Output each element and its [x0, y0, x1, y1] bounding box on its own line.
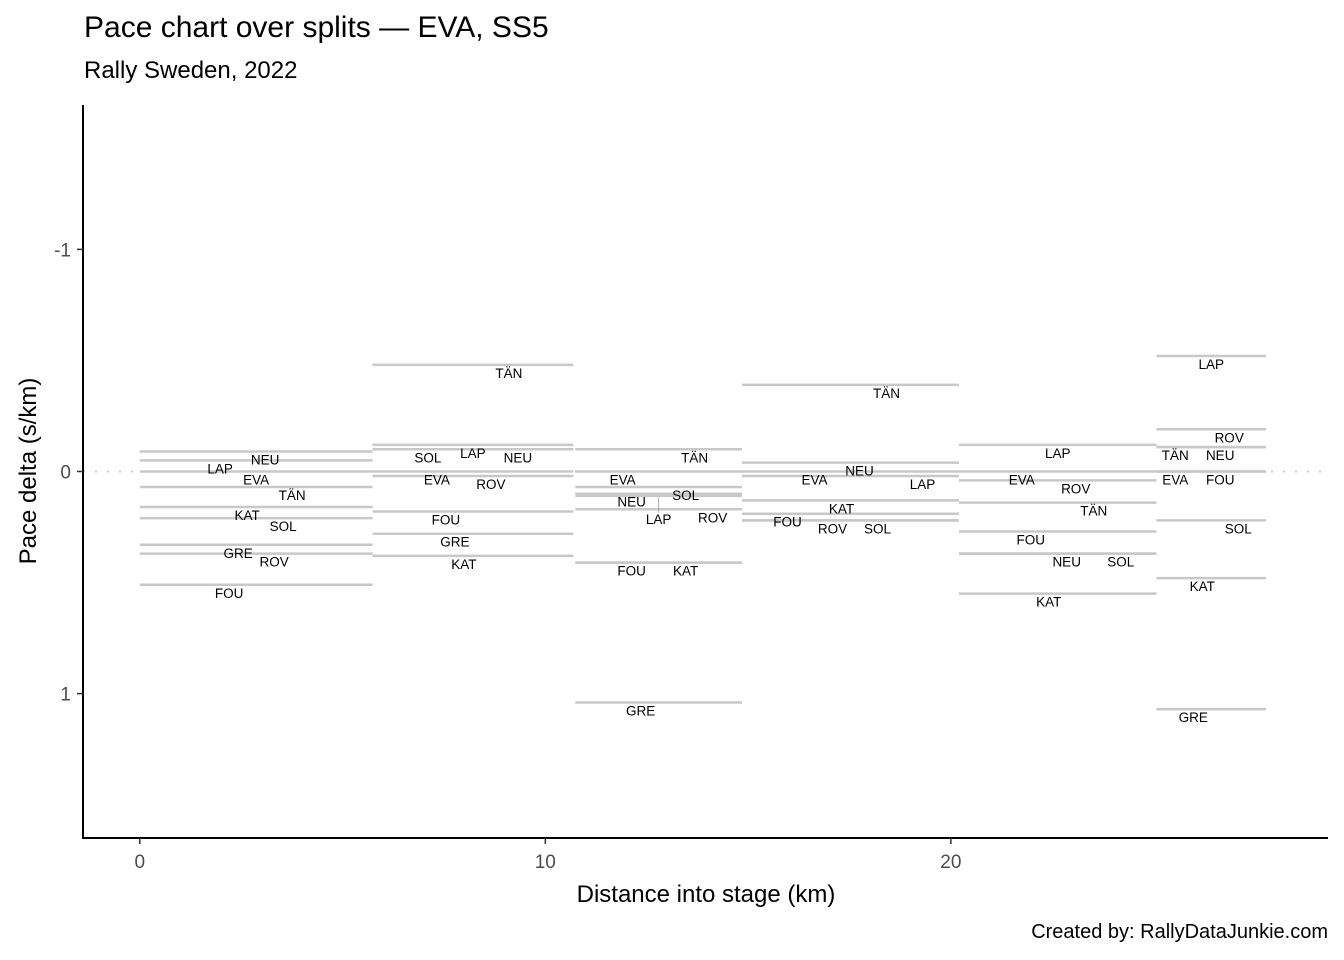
ticks-layer: 0 10 20 -1 0 1 — [54, 240, 961, 873]
segment-label: SOL — [672, 488, 700, 503]
segment-label: NEU — [1206, 448, 1235, 463]
segment-label: NEU — [617, 495, 646, 510]
segment-label: KAT — [1036, 595, 1061, 610]
segment-label: SOL — [1225, 521, 1253, 536]
segment-label: SOL — [414, 450, 442, 465]
segment-label: FOU — [1016, 532, 1045, 547]
segment-label: ROV — [698, 510, 727, 525]
segment-label: FOU — [773, 515, 802, 530]
x-tick-label: 10 — [535, 852, 556, 873]
segment-label: TÄN — [279, 488, 306, 503]
y-tick-label: -1 — [54, 240, 71, 261]
segment-label: EVA — [424, 473, 450, 488]
segment-label: LAP — [1198, 357, 1224, 372]
segment-label: SOL — [1107, 555, 1135, 570]
segment-label: LAP — [910, 477, 936, 492]
segment-label: LAP — [1045, 446, 1071, 461]
x-tick-label: 20 — [940, 852, 961, 873]
segment-label: FOU — [432, 512, 461, 527]
segment-label: SOL — [270, 519, 298, 534]
segment-label: LAP — [646, 512, 672, 527]
segment-label: ROV — [818, 521, 847, 536]
segments-layer — [139, 354, 1266, 711]
segment-label: EVA — [801, 473, 827, 488]
segment-label: KAT — [451, 557, 476, 572]
segment-label: GRE — [224, 546, 253, 561]
segment-label: ROV — [1215, 430, 1244, 445]
segment-label: KAT — [829, 501, 854, 516]
chart-title: Pace chart over splits — EVA, SS5 — [84, 11, 549, 44]
segment-label: SOL — [864, 521, 892, 536]
segment-label: NEU — [1052, 555, 1081, 570]
segment-label: KAT — [1190, 579, 1215, 594]
y-tick-label: 1 — [60, 685, 71, 706]
y-axis-title: Pace delta (s/km) — [15, 378, 42, 565]
y-tick-label: 0 — [60, 463, 71, 484]
segment-label: EVA — [610, 473, 636, 488]
chart-caption: Created by: RallyDataJunkie.com — [1031, 921, 1328, 943]
segment-label: TÄN — [873, 386, 900, 401]
segment-label: NEU — [251, 453, 280, 468]
segment-label: TÄN — [1080, 504, 1107, 519]
segment-label: KAT — [235, 508, 260, 523]
segment-label: ROV — [1061, 481, 1090, 496]
segment-label: GRE — [626, 704, 655, 719]
segment-label: LAP — [207, 461, 233, 476]
segment-label: NEU — [845, 464, 874, 479]
segment-label: TÄN — [681, 450, 708, 465]
segment-label: EVA — [1009, 473, 1035, 488]
segment-label: KAT — [673, 564, 698, 579]
segment-label: EVA — [243, 473, 269, 488]
segment-label: FOU — [617, 564, 646, 579]
segment-label: GRE — [1179, 710, 1208, 725]
x-axis-title: Distance into stage (km) — [577, 881, 836, 908]
segment-label: FOU — [1206, 473, 1235, 488]
segment-label: GRE — [440, 535, 469, 550]
segment-label: FOU — [215, 586, 244, 601]
segment-label: NEU — [504, 450, 533, 465]
segment-label: EVA — [1162, 473, 1188, 488]
segment-label: ROV — [476, 477, 505, 492]
segment-label: TÄN — [1162, 448, 1189, 463]
x-tick-label: 0 — [134, 852, 145, 873]
segment-label: TÄN — [495, 366, 522, 381]
chart-subtitle: Rally Sweden, 2022 — [84, 57, 298, 84]
segment-label: LAP — [460, 446, 486, 461]
segment-label: ROV — [260, 555, 289, 570]
